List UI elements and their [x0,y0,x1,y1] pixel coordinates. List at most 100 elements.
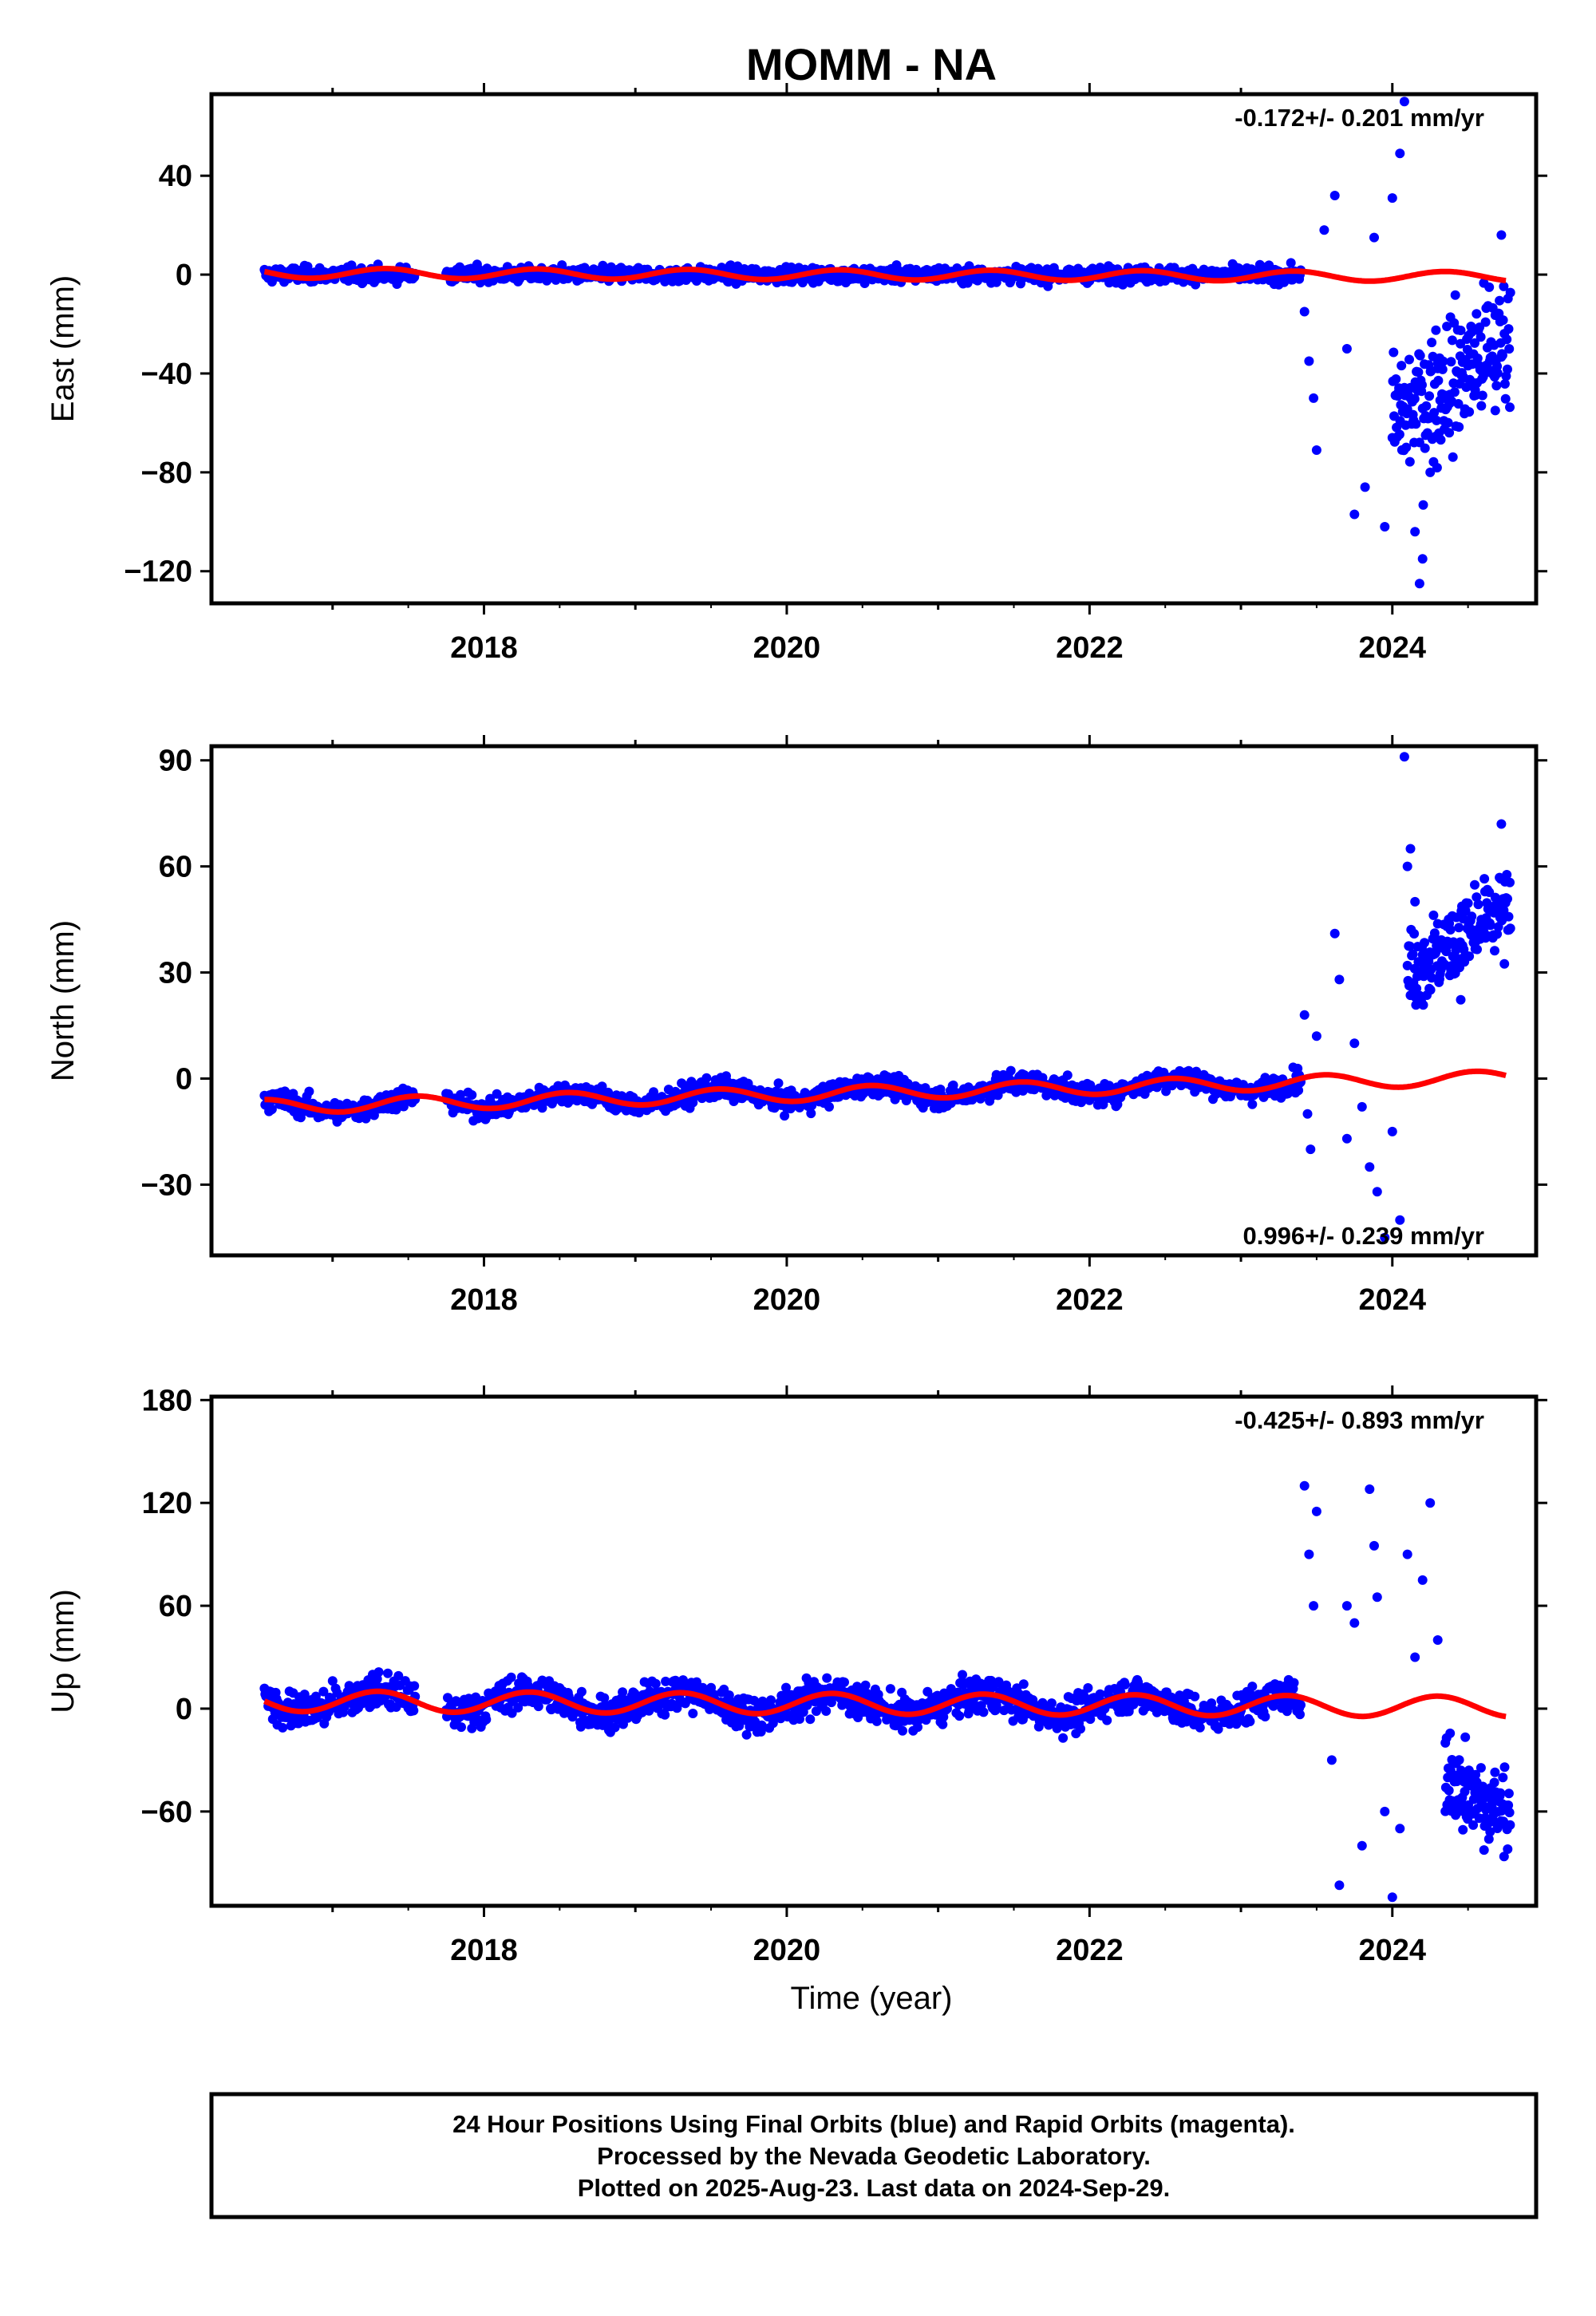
cluster-point-88 [1456,994,1466,1005]
cluster-point-117 [1473,899,1483,910]
y-tick-label-1: −80 [141,456,192,490]
cluster-point-61 [1424,391,1435,401]
cluster-point-182 [1497,350,1507,361]
data-point-1073 [1102,1715,1112,1725]
cluster-point-110 [1454,422,1464,432]
cluster-point-33 [1460,1732,1471,1742]
cluster-point-83 [1437,364,1448,374]
cluster-point-32 [1460,1786,1470,1796]
data-point-617 [757,1720,767,1730]
outlier-point-10 [1372,1187,1382,1197]
cluster-point-160 [1484,282,1495,292]
y-tick-label-3: 60 [159,851,192,884]
outlier-point-4 [1329,928,1340,939]
cluster-point-141 [1472,354,1483,363]
plot-area [259,752,1515,1243]
outlier-point-1 [1302,1109,1313,1119]
cluster-point-149 [1477,390,1487,401]
cluster-point-37 [1409,393,1420,404]
data-point-409 [599,1693,610,1703]
cluster-point-154 [1480,317,1491,327]
cluster-point-100 [1448,452,1458,462]
cluster-point-46 [1415,350,1425,361]
cluster-point-111 [1470,879,1479,890]
plot-frame [209,744,1539,1258]
y-axis-label: Up (mm) [45,1589,81,1713]
cluster-point-12 [1394,429,1404,440]
data-point-353 [557,260,567,271]
data-point-1021 [1062,1070,1073,1081]
cluster-point-23 [1401,442,1412,453]
cluster-point-73 [1432,415,1442,425]
x-tick-label-3: 2024 [1358,631,1426,665]
cluster-point-64 [1426,366,1436,376]
x-tick-label-1: 2020 [753,1283,821,1317]
data-point-1000 [1046,1698,1057,1709]
outlier-point-8 [1357,1101,1367,1112]
outlier-point-3 [1311,1506,1321,1516]
y-tick-label-4: 180 [142,1384,192,1417]
data-point-910 [978,1707,989,1717]
data-point-1220 [1213,1724,1223,1734]
cluster-point-85 [1454,923,1464,933]
data-point-963 [1018,1679,1029,1690]
y-tick-label-2: 30 [159,957,192,990]
data-point-856 [938,1719,948,1729]
outlier-point-0 [1299,1010,1310,1020]
outlier-point-1 [1304,356,1314,366]
y-tick-label-4: 90 [159,745,192,778]
outlier-point-25 [1490,405,1500,416]
cluster-point-113 [1456,326,1466,335]
data-point-702 [821,1706,832,1716]
data-point-823 [913,1722,922,1733]
data-point-295 [513,1702,523,1713]
outlier-point-5 [1329,191,1340,200]
outlier-point-4 [1326,1755,1337,1765]
outlier-point-3 [1311,1031,1321,1041]
outlier-point-13 [1387,1892,1397,1903]
cluster-point-84 [1438,356,1448,366]
cluster-point-6 [1391,374,1401,384]
cluster-point-164 [1502,870,1512,879]
chart-title: MOMM - NA [746,39,997,89]
data-point-1190 [1191,279,1201,290]
cluster-point-106 [1467,911,1477,922]
cluster-point-165 [1503,894,1512,904]
data-point-1189 [1190,1691,1200,1701]
cluster-point-137 [1485,920,1495,931]
data-point-544 [701,1073,712,1083]
x-tick-label-3: 2024 [1358,1934,1426,1967]
data-point-1265 [1247,1682,1258,1692]
cluster-point-103 [1449,387,1460,397]
cluster-point-102 [1464,951,1475,962]
data-point-882 [958,1670,967,1680]
cluster-point-69 [1429,408,1440,418]
cluster-point-169 [1505,877,1515,887]
cluster-point-183 [1498,315,1508,326]
data-point-1097 [1120,1679,1130,1690]
data-point-1328 [1295,1709,1305,1720]
cluster-point-170 [1505,923,1515,934]
cluster-point-11 [1409,929,1420,939]
data-point-703 [822,1673,832,1683]
cluster-point-71 [1445,925,1456,935]
outlier-point-16 [1405,844,1416,854]
data-point-1282 [1260,1712,1270,1721]
cluster-point-15 [1396,361,1407,371]
cluster-point-98 [1499,1762,1510,1773]
cluster-point-189 [1502,334,1512,345]
outlier-point-11 [1380,1232,1390,1243]
footer-line-1: 24 Hour Positions Using Final Orbits (bl… [452,2110,1295,2138]
outlier-point-5 [1334,1880,1345,1891]
data-point-177 [393,1670,404,1681]
data-point-423 [610,1722,620,1733]
cluster-point-92 [1443,417,1453,428]
cluster-point-114 [1472,892,1482,903]
cluster-point-92 [1458,914,1468,924]
model-curve [263,1688,1507,1720]
data-point-1316 [1286,258,1296,268]
cluster-point-194 [1505,402,1515,413]
outlier-point-6 [1341,1133,1352,1144]
outlier-point-19 [1425,467,1436,477]
outlier-point-5 [1334,974,1345,985]
